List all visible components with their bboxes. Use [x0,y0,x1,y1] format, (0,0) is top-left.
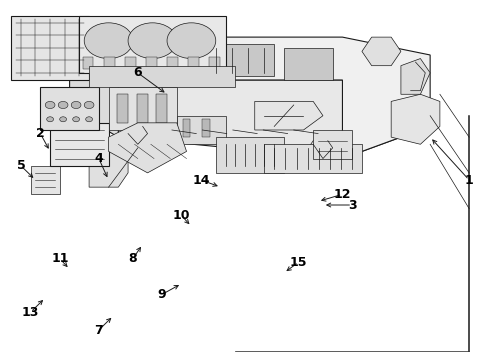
Circle shape [60,117,67,122]
Circle shape [84,23,133,59]
Polygon shape [109,87,177,130]
Circle shape [45,102,55,109]
Polygon shape [177,116,225,144]
Circle shape [265,148,274,155]
Bar [167,57,178,69]
Text: 12: 12 [334,188,351,201]
Polygon shape [303,137,343,162]
Polygon shape [118,126,157,148]
Text: 6: 6 [133,66,142,79]
Bar [209,57,220,69]
Text: 9: 9 [158,288,167,301]
Circle shape [265,158,274,166]
Polygon shape [138,44,196,73]
Text: 3: 3 [348,198,357,212]
Polygon shape [401,59,430,94]
Circle shape [58,102,68,109]
Text: 7: 7 [95,324,103,337]
Polygon shape [284,48,333,80]
Polygon shape [265,144,362,173]
Circle shape [47,117,53,122]
Bar [117,94,128,123]
Text: 4: 4 [95,152,103,165]
Bar [146,57,157,69]
Polygon shape [118,80,430,158]
Polygon shape [362,37,401,66]
Polygon shape [216,137,284,173]
Text: 5: 5 [17,159,25,172]
Text: 2: 2 [36,127,45,140]
Bar [104,57,115,69]
Circle shape [167,23,216,59]
Polygon shape [50,123,109,166]
Text: 10: 10 [173,209,191,222]
Text: 14: 14 [193,174,210,186]
Bar [137,94,147,123]
Circle shape [84,102,94,109]
Text: 11: 11 [51,252,69,265]
Bar [188,57,199,69]
Polygon shape [89,137,128,187]
Polygon shape [313,130,352,158]
Text: 15: 15 [290,256,307,269]
Bar [183,119,191,137]
Polygon shape [391,94,440,144]
Text: 8: 8 [129,252,137,265]
Polygon shape [118,37,430,158]
Polygon shape [40,87,99,130]
Polygon shape [70,59,118,137]
Polygon shape [206,44,274,76]
Polygon shape [109,123,187,173]
Circle shape [73,117,79,122]
Circle shape [71,102,81,109]
Bar [156,94,167,123]
Text: 13: 13 [22,306,39,319]
Polygon shape [79,16,225,73]
Bar [125,57,136,69]
Polygon shape [30,166,60,194]
Polygon shape [11,16,89,80]
Bar [202,119,210,137]
Text: 1: 1 [465,174,473,186]
Circle shape [128,23,177,59]
Polygon shape [89,66,235,87]
Circle shape [86,117,93,122]
Bar [83,57,94,69]
Polygon shape [255,102,323,130]
